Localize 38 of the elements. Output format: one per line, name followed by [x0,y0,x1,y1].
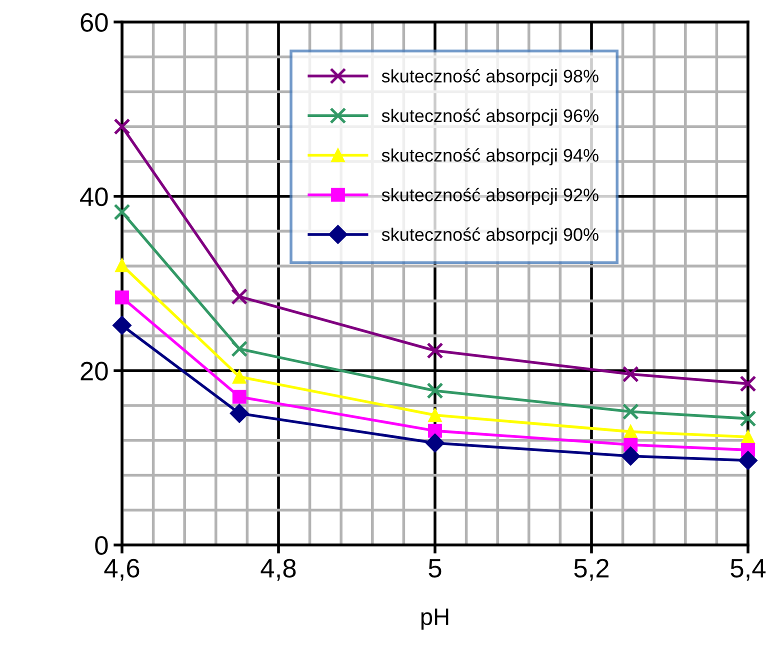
point [230,404,249,423]
x-axis-title: pH [421,608,448,630]
point [112,316,132,335]
legend-label: skuteczność absorpcji 92% [382,188,598,205]
y-tick-label: 0 [95,536,108,555]
point [622,403,639,420]
point [428,424,442,438]
legend-label: skuteczność absorpcji 96% [382,108,598,126]
x-tick-label: 5 [428,559,442,578]
point [426,382,444,400]
point [624,424,638,439]
point [738,450,758,470]
point [621,446,640,466]
point [428,408,442,422]
point [622,366,639,382]
x-tick-label: 4,6 [104,558,140,581]
point [115,290,129,304]
point [114,204,130,220]
point [232,390,246,404]
point [740,375,756,392]
point [426,342,444,359]
y-tick-label: 40 [80,187,108,206]
legend-label: skuteczność absorpcji 90% [382,227,598,245]
x-tick-label: 5,2 [574,558,609,581]
legend-label: skuteczność absorpcji 94% [382,148,598,166]
point [425,433,445,453]
point [114,118,130,135]
x-tick-label: 4,8 [260,558,296,581]
point [231,288,248,305]
x-tick-label: 5,4 [730,559,766,581]
point [740,410,756,427]
point [115,258,129,272]
point [232,370,246,384]
y-tick-label: 60 [80,13,108,32]
point [231,340,248,358]
point [741,430,755,444]
y-tick-label: 20 [80,362,108,380]
legend-label: skuteczność absorpcji 98% [382,69,598,86]
